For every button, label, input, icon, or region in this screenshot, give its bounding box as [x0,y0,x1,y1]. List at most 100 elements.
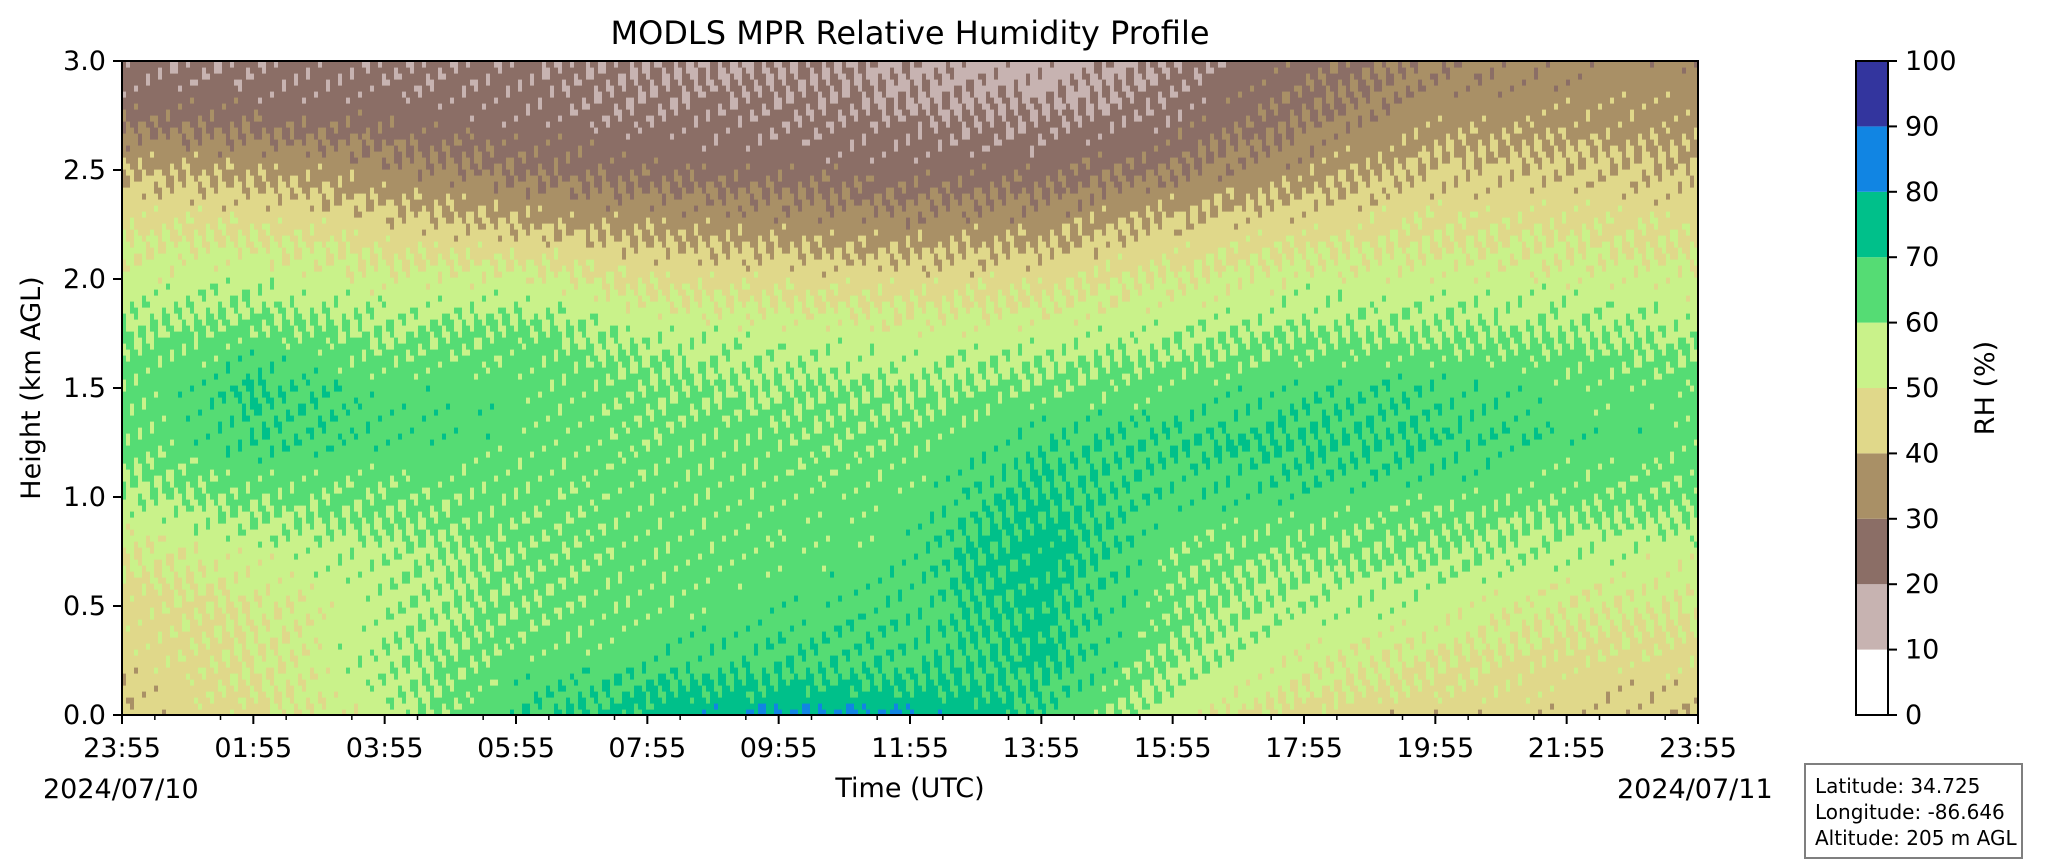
rh-contour-cell [330,511,335,530]
rh-contour-cell [294,325,299,338]
rh-contour-cell [658,241,663,290]
rh-contour-cell [926,301,931,320]
rh-contour-cell [422,595,427,620]
rh-contour-cell [198,193,203,206]
rh-contour-cell [838,439,843,452]
rh-contour-cell [554,247,559,260]
rh-contour-cell [878,295,883,314]
rh-contour-cell [418,85,423,98]
rh-contour-cell [630,391,635,404]
rh-contour-cell [774,691,779,704]
rh-contour-cell [622,631,627,692]
rh-contour-cell [890,283,895,308]
rh-contour-cell [838,151,843,158]
rh-contour-cell [366,301,371,314]
rh-contour-cell [274,127,279,140]
rh-contour-cell [490,175,495,224]
rh-contour-cell [766,355,771,380]
rh-contour-cell [806,241,811,290]
rh-contour-cell [350,355,355,368]
rh-contour-cell [134,253,139,266]
rh-contour-cell [858,613,863,620]
rh-contour-cell [190,391,195,458]
rh-contour-cell [438,295,443,302]
rh-contour-cell [358,541,363,572]
rh-contour-cell [302,271,307,278]
rh-contour-cell [610,271,615,326]
rh-contour-cell [954,559,959,578]
rh-contour-cell [534,61,539,146]
rh-contour-cell [258,67,263,98]
rh-contour-cell [666,61,671,74]
rh-contour-cell [770,613,775,644]
rh-contour-cell [906,133,911,146]
rh-contour-cell [390,523,395,542]
rh-contour-cell [546,145,551,176]
rh-contour-cell [170,175,175,194]
rh-contour-cell [390,145,395,200]
rh-contour-cell [822,643,827,668]
rh-contour-cell [626,595,631,608]
rh-contour-cell [562,307,567,314]
rh-contour-cell [878,397,883,440]
rh-contour-cell [370,373,375,380]
rh-contour-cell [526,61,531,104]
rh-contour-cell [938,367,943,380]
rh-contour-cell [654,685,659,715]
rh-contour-cell [478,595,483,608]
rh-contour-cell [542,265,547,284]
rh-contour-cell [534,157,539,176]
rh-contour-cell [490,157,495,176]
rh-contour-cell [714,61,719,86]
rh-contour-cell [714,145,719,188]
rh-contour-cell [166,655,171,668]
rh-contour-cell [534,505,539,518]
rh-contour-cell [674,79,679,98]
rh-contour-cell [586,571,591,650]
rh-contour-cell [506,271,511,314]
rh-contour-cell [358,271,363,314]
rh-contour-cell [470,79,475,86]
rh-contour-cell [238,361,243,392]
rh-contour-cell [238,439,243,452]
rh-contour-cell [730,313,735,368]
rh-contour-cell [678,253,683,296]
rh-contour-cell [926,175,931,200]
rh-contour-cell [506,469,511,476]
rh-contour-cell [254,601,259,626]
rh-contour-cell [218,607,223,626]
rh-contour-cell [846,307,851,362]
rh-contour-cell [826,157,831,164]
rh-contour-cell [634,535,639,542]
rh-contour-cell [526,325,531,398]
rh-contour-cell [262,127,267,152]
rh-contour-cell [842,115,847,128]
rh-contour-cell [890,205,895,218]
rh-contour-cell [930,595,935,608]
rh-contour-cell [450,475,455,482]
rh-contour-cell [266,235,271,254]
rh-contour-cell [254,187,259,230]
rh-contour-cell [286,127,291,146]
rh-contour-cell [774,481,779,662]
rh-contour-cell [910,409,915,482]
rh-contour-cell [386,319,391,332]
rh-contour-cell [570,115,575,176]
rh-contour-cell [230,493,235,518]
rh-contour-cell [150,61,155,116]
rh-contour-cell [254,253,259,314]
rh-contour-cell [930,301,935,326]
rh-contour-cell [382,367,387,374]
rh-contour-cell [214,481,219,506]
rh-contour-cell [754,469,759,548]
rh-contour-cell [890,373,895,392]
rh-contour-cell [470,487,475,500]
rh-contour-cell [546,337,551,416]
rh-contour-cell [126,151,131,164]
rh-contour-cell [658,61,663,68]
rh-contour-cell [910,709,915,715]
rh-contour-cell [402,61,407,92]
rh-contour-cell [718,487,723,566]
rh-contour-cell [454,541,459,560]
rh-contour-cell [786,655,791,668]
